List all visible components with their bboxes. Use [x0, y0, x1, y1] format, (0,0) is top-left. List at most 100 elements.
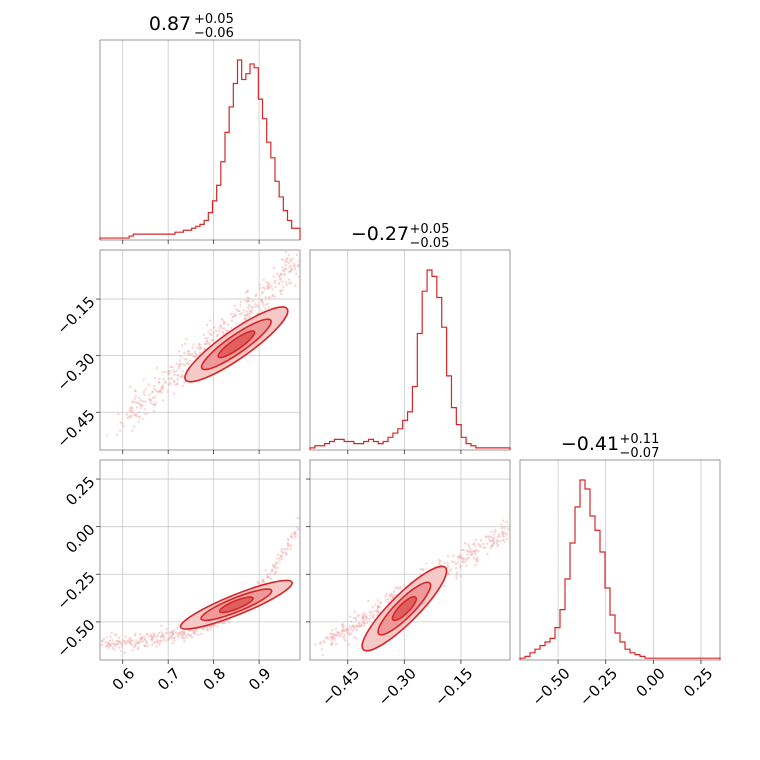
- scatter-point: [386, 597, 390, 601]
- scatter-point: [348, 625, 352, 629]
- scatter-point: [362, 612, 365, 615]
- scatter-point: [395, 586, 399, 589]
- scatter-point: [213, 326, 216, 329]
- scatter-point: [290, 532, 293, 536]
- scatter-point: [239, 304, 242, 307]
- scatter-point: [477, 542, 480, 546]
- scatter-point: [262, 286, 265, 289]
- scatter-point: [384, 595, 387, 598]
- scatter-point: [109, 635, 112, 638]
- scatter-point: [296, 264, 300, 267]
- scatter-point: [362, 624, 366, 627]
- scatter-point: [197, 342, 201, 346]
- scatter-point: [243, 314, 246, 317]
- scatter-point: [500, 527, 504, 530]
- scatter-point: [133, 425, 136, 428]
- scatter-point: [133, 634, 137, 637]
- scatter-point: [115, 433, 119, 437]
- contour-line-2: [217, 330, 256, 359]
- scatter-point: [281, 547, 284, 551]
- scatter-point: [194, 633, 198, 636]
- scatter-point: [361, 618, 364, 622]
- scatter-point: [164, 380, 167, 383]
- scatter-point: [296, 528, 300, 531]
- scatter-point: [167, 638, 170, 641]
- scatter-point: [134, 401, 138, 404]
- scatter-point: [233, 312, 236, 316]
- scatter-point: [155, 366, 159, 370]
- scatter-point: [247, 297, 250, 300]
- scatter-point: [272, 266, 276, 270]
- scatter-point: [153, 384, 156, 388]
- scatter-point: [376, 599, 379, 602]
- scatter-point: [256, 304, 259, 307]
- scatter-point: [180, 636, 184, 639]
- scatter-point: [274, 567, 277, 570]
- panel-frame: [99, 39, 301, 241]
- scatter-point: [278, 560, 281, 563]
- scatter-point: [173, 628, 176, 632]
- scatter-point: [117, 636, 121, 640]
- scatter-point: [245, 313, 249, 317]
- scatter-point: [267, 282, 270, 285]
- scatter-point: [186, 632, 190, 636]
- scatter-point: [185, 636, 188, 639]
- scatter-point: [482, 542, 485, 546]
- scatter-point: [191, 636, 194, 639]
- scatter-point: [158, 377, 161, 381]
- scatter-point: [143, 408, 146, 411]
- scatter-point: [193, 350, 197, 353]
- scatter-point: [455, 577, 458, 580]
- scatter-point: [288, 270, 291, 273]
- scatter-point: [491, 544, 494, 548]
- scatter-point: [168, 372, 171, 375]
- scatter-point: [171, 630, 174, 633]
- scatter-point: [150, 636, 154, 639]
- scatter-point: [489, 539, 493, 543]
- scatter-point: [175, 362, 179, 365]
- scatter-point: [355, 636, 358, 640]
- scatter-point: [458, 556, 461, 559]
- scatter-point: [178, 359, 182, 362]
- panel-2-1: [306, 459, 511, 664]
- scatter-point: [167, 370, 170, 373]
- scatter-point: [339, 634, 342, 637]
- scatter-point: [221, 332, 225, 336]
- scatter-point: [260, 309, 263, 312]
- scatter-point: [160, 639, 163, 642]
- scatter-point: [179, 375, 182, 378]
- scatter-point: [466, 556, 469, 560]
- scatter-point: [145, 641, 149, 645]
- scatter-point: [234, 314, 238, 317]
- scatter-point: [266, 302, 270, 305]
- scatter-point: [385, 593, 388, 596]
- scatter-point: [340, 629, 344, 633]
- scatter-point: [281, 280, 284, 283]
- scatter-point: [281, 551, 284, 555]
- scatter-point: [217, 329, 221, 333]
- scatter-point: [447, 572, 450, 575]
- scatter-point: [270, 285, 273, 288]
- scatter-point: [219, 324, 222, 327]
- title-param-1: −0.27: [351, 223, 409, 245]
- scatter-point: [264, 296, 267, 299]
- scatter-point: [266, 284, 269, 288]
- scatter-point: [331, 629, 334, 632]
- scatter-point: [466, 543, 470, 546]
- scatter-point: [461, 548, 464, 552]
- scatter-point: [261, 300, 264, 304]
- scatter-point: [176, 633, 179, 637]
- scatter-point: [137, 411, 141, 414]
- scatter-point: [205, 340, 208, 343]
- scatter-point: [201, 627, 204, 631]
- scatter-point: [286, 257, 289, 260]
- scatter-point: [503, 540, 506, 543]
- scatter-point: [474, 544, 477, 547]
- scatter-point: [330, 643, 334, 646]
- scatter-point: [448, 569, 452, 572]
- scatter-point: [277, 282, 280, 285]
- scatter-point: [454, 567, 458, 570]
- scatter-point: [119, 641, 123, 644]
- scatter-point: [256, 580, 260, 584]
- scatter-point: [202, 627, 206, 631]
